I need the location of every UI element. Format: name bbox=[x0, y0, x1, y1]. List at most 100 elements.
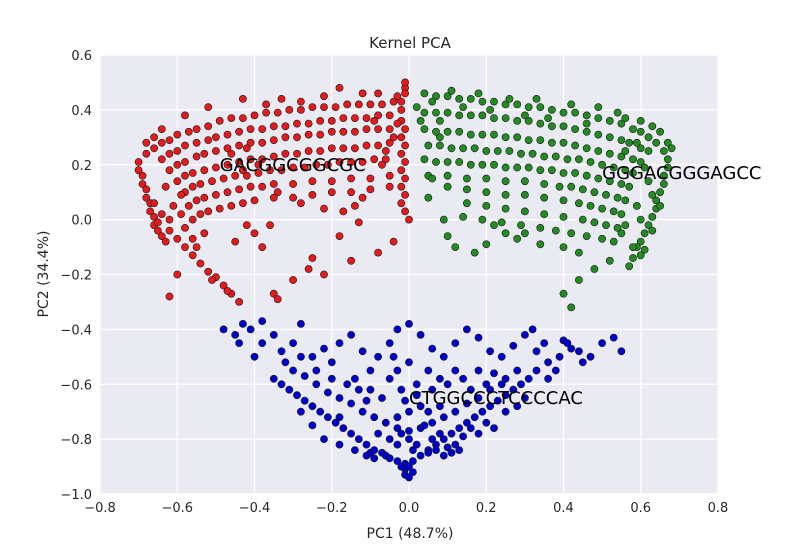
data-point bbox=[362, 141, 371, 150]
y-tick-label: −1.0 bbox=[60, 488, 92, 503]
data-point bbox=[447, 86, 456, 95]
data-point bbox=[362, 114, 371, 122]
data-point bbox=[501, 190, 510, 199]
data-point bbox=[598, 160, 606, 169]
data-point bbox=[455, 127, 464, 136]
data-point bbox=[578, 185, 587, 194]
data-point bbox=[435, 402, 444, 411]
data-point bbox=[459, 144, 467, 153]
data-point bbox=[563, 339, 572, 347]
data-point bbox=[455, 424, 464, 432]
data-point bbox=[161, 237, 170, 246]
data-point bbox=[235, 297, 243, 306]
data-point bbox=[432, 446, 440, 454]
data-point bbox=[455, 95, 464, 103]
data-point bbox=[633, 201, 641, 210]
data-point bbox=[536, 223, 545, 232]
data-point bbox=[208, 276, 216, 284]
data-point bbox=[586, 158, 595, 166]
data-point bbox=[362, 451, 371, 460]
data-point bbox=[559, 108, 568, 117]
data-point bbox=[219, 281, 228, 290]
data-point bbox=[648, 212, 657, 221]
data-point bbox=[169, 201, 178, 210]
data-point bbox=[636, 117, 645, 125]
data-point bbox=[428, 435, 437, 443]
data-point bbox=[424, 407, 433, 416]
data-point bbox=[567, 344, 576, 353]
y-tick-label: −0.8 bbox=[60, 433, 92, 448]
data-point bbox=[462, 185, 471, 194]
data-point bbox=[590, 218, 599, 227]
data-point bbox=[432, 158, 440, 166]
data-point bbox=[559, 122, 568, 131]
data-point bbox=[235, 185, 243, 194]
chart-title: Kernel PCA bbox=[369, 34, 451, 52]
data-point bbox=[443, 182, 452, 191]
data-point bbox=[432, 92, 440, 101]
data-point bbox=[582, 232, 591, 240]
data-point bbox=[269, 330, 278, 339]
data-point bbox=[266, 166, 274, 175]
data-point bbox=[231, 237, 240, 246]
data-point bbox=[208, 177, 216, 186]
data-point bbox=[509, 341, 518, 350]
x-tick-label: 0.2 bbox=[476, 501, 497, 516]
data-point bbox=[397, 149, 406, 158]
data-point bbox=[521, 207, 529, 216]
data-point bbox=[285, 385, 294, 394]
data-point bbox=[196, 180, 205, 188]
data-point bbox=[211, 163, 220, 172]
data-point bbox=[308, 402, 317, 411]
data-point bbox=[497, 352, 506, 361]
data-point bbox=[420, 421, 429, 430]
data-point bbox=[374, 111, 382, 120]
data-point bbox=[629, 169, 637, 177]
data-point bbox=[555, 352, 564, 361]
data-point bbox=[571, 125, 579, 134]
data-point bbox=[366, 366, 375, 375]
data-point bbox=[536, 119, 545, 128]
data-point bbox=[443, 443, 452, 452]
data-point bbox=[293, 149, 301, 158]
data-point bbox=[660, 171, 668, 180]
data-point bbox=[374, 352, 382, 361]
data-point bbox=[138, 180, 147, 188]
data-point bbox=[323, 413, 332, 422]
data-point bbox=[544, 114, 552, 122]
data-point bbox=[331, 103, 340, 111]
data-point bbox=[277, 380, 286, 389]
data-point bbox=[173, 234, 182, 243]
data-point bbox=[486, 106, 494, 114]
data-point bbox=[374, 141, 382, 150]
data-point bbox=[304, 119, 313, 128]
data-point bbox=[470, 413, 479, 422]
data-point bbox=[153, 226, 162, 235]
data-point bbox=[582, 127, 591, 136]
data-point bbox=[640, 163, 649, 172]
data-point bbox=[204, 136, 213, 144]
data-point bbox=[629, 243, 637, 251]
data-point bbox=[405, 407, 413, 416]
data-point bbox=[609, 207, 618, 216]
data-point bbox=[435, 117, 444, 125]
data-point bbox=[335, 158, 344, 166]
data-point bbox=[451, 440, 460, 449]
data-point bbox=[548, 166, 556, 175]
data-point bbox=[462, 199, 471, 208]
data-point bbox=[474, 394, 483, 402]
data-point bbox=[211, 133, 220, 142]
data-point bbox=[385, 339, 394, 347]
data-point bbox=[459, 212, 467, 221]
y-tick-label: 0.0 bbox=[71, 214, 92, 229]
data-point bbox=[300, 163, 309, 172]
data-point bbox=[490, 369, 498, 378]
data-point bbox=[443, 92, 452, 101]
data-point bbox=[266, 221, 274, 229]
data-point bbox=[181, 243, 189, 251]
data-point bbox=[165, 136, 174, 144]
data-point bbox=[544, 374, 552, 383]
data-point bbox=[358, 347, 367, 356]
data-point bbox=[374, 89, 382, 98]
data-point bbox=[227, 149, 236, 158]
